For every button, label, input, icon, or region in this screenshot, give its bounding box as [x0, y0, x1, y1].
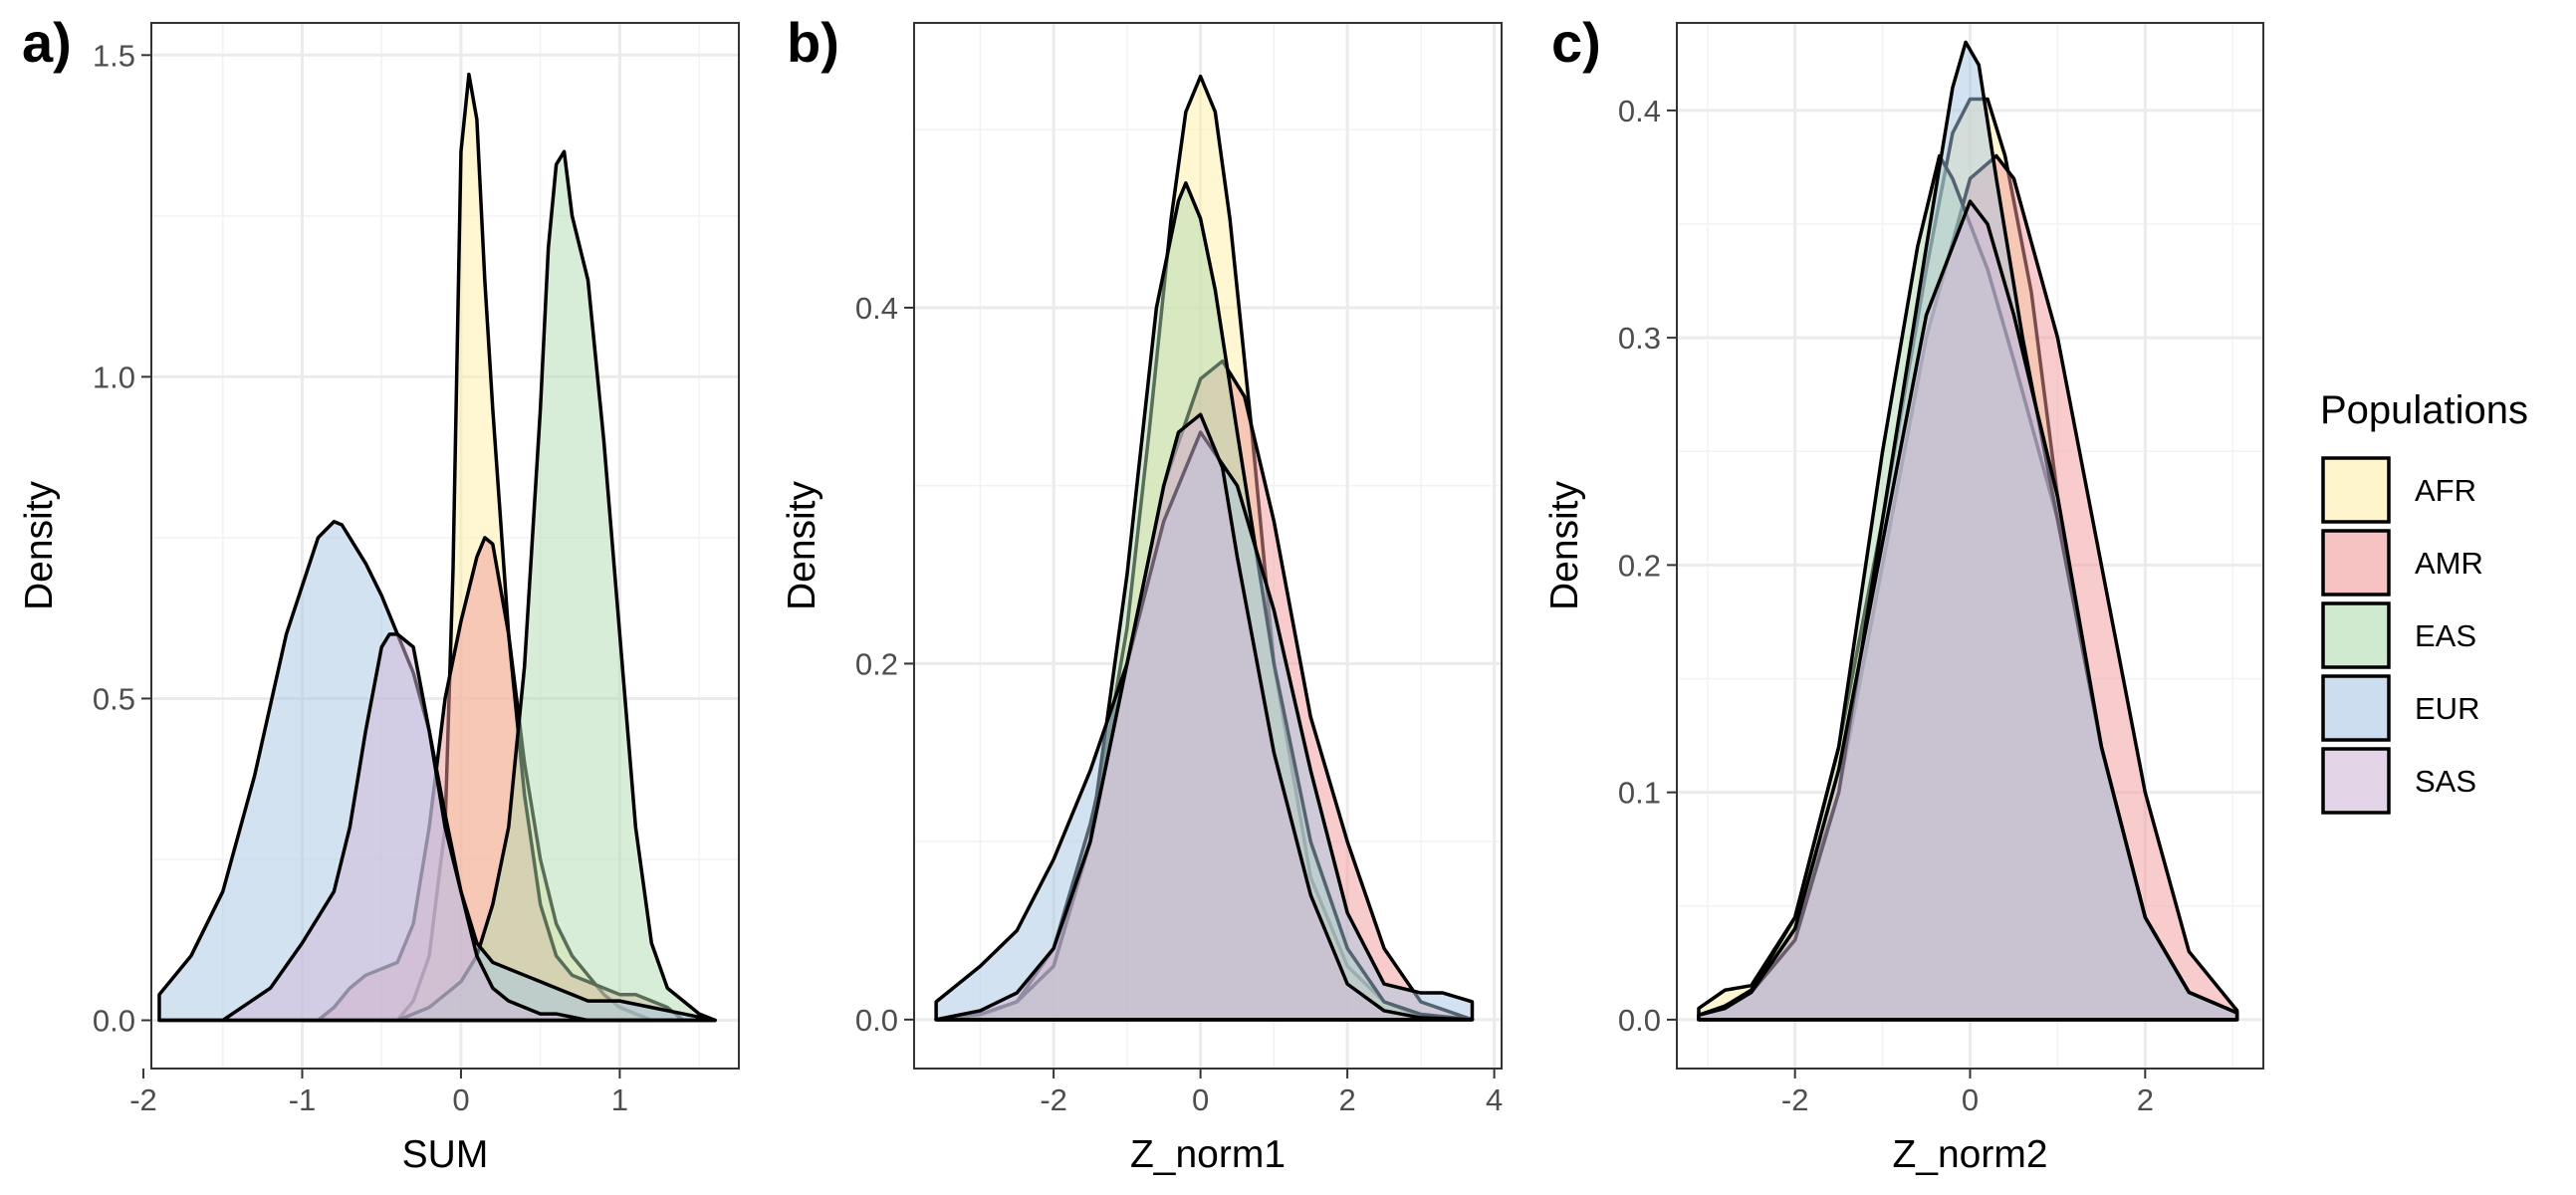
x-tick-label: 0: [452, 1082, 469, 1117]
x-axis-title: SUM: [402, 1133, 489, 1176]
legend-item-amr: AMR: [2321, 529, 2483, 597]
x-tick-label: 0: [1192, 1082, 1209, 1117]
y-tick-label: 0.2: [1618, 548, 1661, 583]
legend-item-afr: AFR: [2321, 456, 2476, 524]
panel-border: [913, 22, 1503, 1070]
legend-label: AMR: [2415, 546, 2483, 581]
x-axis-title: Z_norm2: [1892, 1133, 2047, 1176]
legend-label: EUR: [2415, 691, 2479, 726]
y-tick-label: 0.4: [1618, 94, 1661, 128]
x-tick-label: 4: [1486, 1082, 1503, 1117]
legend-key-swatch: [2321, 601, 2391, 669]
x-tick-label: -2: [1040, 1082, 1067, 1117]
y-tick-label: 0.0: [93, 1004, 135, 1039]
x-tick-label: 2: [2137, 1082, 2154, 1117]
x-tick-label: -2: [1781, 1082, 1809, 1117]
legend-label: SAS: [2415, 764, 2476, 799]
x-tick-label: 1: [611, 1082, 628, 1117]
panel-tag: b): [787, 11, 839, 74]
y-tick-label: 0.3: [1618, 321, 1661, 356]
legend-label: EAS: [2415, 618, 2476, 653]
x-tick-label: 2: [1339, 1082, 1356, 1117]
legend: Populations AFR AMR EAS EUR SAS: [2320, 388, 2528, 815]
panel-border: [150, 22, 740, 1070]
legend-title: Populations: [2320, 388, 2528, 432]
panel-tag: c): [1551, 11, 1601, 74]
y-axis-title: Density: [1543, 480, 1586, 610]
x-tick-label: 0: [1962, 1082, 1979, 1117]
y-axis-title: Density: [781, 480, 823, 610]
y-tick-label: 0.0: [855, 1003, 898, 1038]
y-tick-label: 0.2: [855, 646, 898, 681]
density-area-sas: [934, 412, 1475, 1022]
panel-c: -2 0 2 0.0 0.1 0.2 0.3 0.4 Z_norm2 Density c): [1543, 11, 2264, 1176]
legend-label: AFR: [2415, 473, 2476, 508]
y-tick-label: 0.5: [93, 681, 135, 716]
legend-item-eas: EAS: [2321, 601, 2476, 669]
x-axis-title: Z_norm1: [1130, 1133, 1286, 1176]
panel-a: -2 -1 0 1 0.0 0.5 1.0 1.5 SUM Density a): [18, 11, 740, 1176]
legend-key-swatch: [2321, 456, 2391, 524]
panel-tag: a): [22, 11, 72, 74]
x-tick-label: -2: [129, 1082, 157, 1117]
y-tick-label: 0.0: [1618, 1003, 1661, 1038]
y-tick-label: 1.5: [93, 38, 135, 73]
legend-key-swatch: [2321, 747, 2391, 815]
panel-b: -2 0 2 4 0.0 0.2 0.4 Z_norm1 Density b): [781, 11, 1503, 1176]
y-tick-label: 1.0: [93, 359, 135, 394]
density-area-sas: [1697, 199, 2239, 1022]
legend-key-swatch: [2321, 674, 2391, 742]
legend-item-eur: EUR: [2321, 674, 2479, 742]
legend-items: AFR AMR EAS EUR SAS: [2321, 456, 2483, 815]
density-area-sas: [157, 632, 717, 1023]
y-tick-label: 0.1: [1618, 776, 1661, 811]
x-tick-label: -1: [289, 1082, 317, 1117]
legend-key-swatch: [2321, 529, 2391, 597]
y-tick-label: 0.4: [855, 291, 898, 326]
y-axis-title: Density: [18, 480, 61, 610]
legend-item-sas: SAS: [2321, 747, 2476, 815]
panels: -2 -1 0 1 0.0 0.5 1.0 1.5 SUM Density a) -2 0 2 4 0.0 0.…: [18, 11, 2264, 1176]
